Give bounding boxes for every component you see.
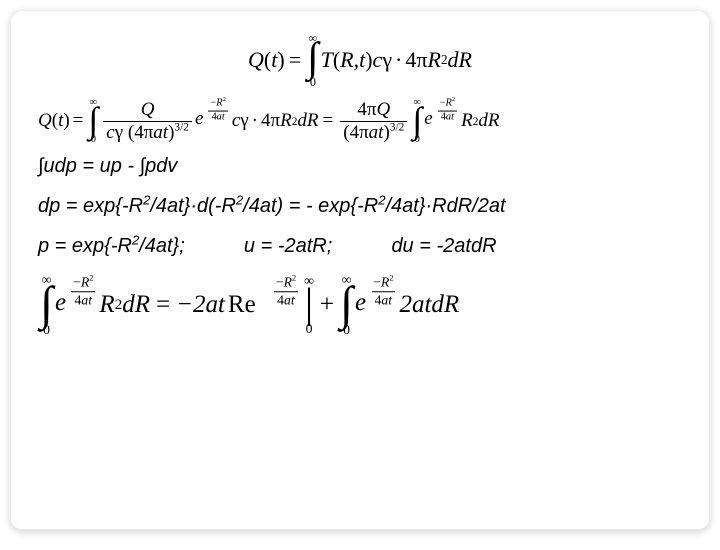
integral-icon: ∫ xyxy=(340,285,353,323)
eq2-integral-1: ∞ ∫ 0 xyxy=(88,98,98,146)
equation-4: ∞ ∫ 0 e −R2 4at R2 dR = −2at Re e −R2 xyxy=(38,273,682,337)
eq2-frac-2: 4πQ (4πat)3/2 xyxy=(340,100,407,143)
eq4-integral-rhs: ∞ ∫ 0 xyxy=(340,273,353,337)
line-ibp: ∫udp = up - ∫pdv xyxy=(38,155,682,177)
eq1-Q: Q xyxy=(248,48,264,72)
equation-1: Q ( t ) = ∞ ∫ 0 T ( R , t ) c γ · 4 π R2… xyxy=(38,32,682,88)
eq4-2atdR: 2atdR xyxy=(399,291,459,319)
equation-2: Q ( t ) = ∞ ∫ 0 Q cγ (4πat)3/2 e −R2 4at xyxy=(38,98,682,146)
line-puv: p = exp{-R2/4at}; u = -2atR; du = -2atdR xyxy=(38,235,682,257)
integral-icon: ∫ xyxy=(40,285,53,323)
line-dp: dp = exp{-R2/4at}·d(-R2/4at) = - exp{-R2… xyxy=(38,195,682,217)
slide-card: Q ( t ) = ∞ ∫ 0 T ( R , t ) c γ · 4 π R2… xyxy=(10,10,710,530)
eq4-exp-lhs: e −R2 4at xyxy=(55,289,99,321)
eval-bar-icon: | xyxy=(305,286,314,322)
eq4-eval-bar: ∞ | 0 xyxy=(304,274,314,336)
eq2-exp-1: e −R2 4at xyxy=(195,109,232,134)
eq4-exp-rhs: e −R2 4at xyxy=(355,289,399,321)
eq2-integral-2: ∞ ∫ 0 xyxy=(412,98,422,146)
integral-icon: ∫ xyxy=(88,106,98,135)
eq4-exp-mid: e −R2 4at xyxy=(258,289,302,321)
eq4-minus2at: −2at xyxy=(176,291,225,319)
integral-icon: ∫ xyxy=(307,42,318,75)
integral-icon: ∫ xyxy=(412,106,422,135)
eq2-exp-2: e −R2 4at xyxy=(424,109,461,134)
eq4-integral-lhs: ∞ ∫ 0 xyxy=(40,273,53,337)
eq1-integral: ∞ ∫ 0 xyxy=(307,32,318,88)
eq2-frac-1: Q cγ (4πat)3/2 xyxy=(103,100,192,143)
